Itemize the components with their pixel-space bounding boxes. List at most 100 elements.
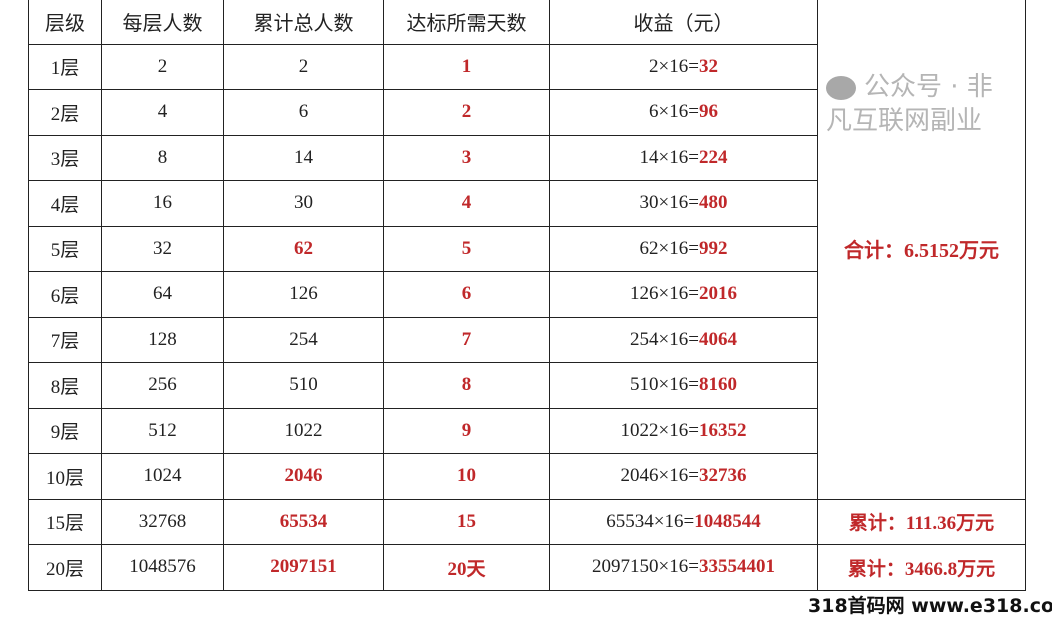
wechat-icon	[826, 75, 856, 100]
per-level-cell: 1048576	[101, 544, 224, 591]
revenue-formula: 65534×16=	[606, 510, 695, 532]
per-level-cell: 512	[101, 407, 224, 454]
cumulative-cell: 1022	[223, 407, 384, 454]
per-level-cell: 1024	[101, 453, 224, 500]
revenue-value: 96	[698, 101, 718, 123]
revenue-value: 2016	[698, 283, 737, 305]
level-cell: 9层	[28, 407, 102, 454]
revenue-cell: 30×16=480	[549, 180, 818, 227]
table-row: 3层 8 14 3 14×16=224	[28, 134, 1026, 181]
revenue-value: 32	[698, 55, 718, 77]
table-row: 5层 32 62 5 62×16=992	[28, 225, 1026, 272]
column-header: 每层人数	[101, 0, 224, 45]
watermark-text: 公众号 · 非凡互联网副业	[826, 72, 993, 136]
per-level-cell: 32	[101, 225, 224, 272]
level-cell: 3层	[28, 134, 102, 181]
revenue-cell: 1022×16=16352	[549, 407, 818, 454]
per-level-cell: 4	[101, 89, 224, 136]
revenue-value: 32736	[698, 465, 747, 487]
revenue-formula: 510×16=	[630, 374, 699, 396]
table-row: 6层 64 126 6 126×16=2016	[28, 271, 1026, 318]
column-header: 层级	[28, 0, 102, 45]
revenue-formula: 2×16=	[649, 55, 699, 77]
level-cell: 7层	[28, 316, 102, 363]
level-cell: 5层	[28, 225, 102, 272]
days-cell: 6	[383, 271, 550, 318]
revenue-value: 992	[698, 237, 728, 259]
days-cell: 4	[383, 180, 550, 227]
column-header: 达标所需天数	[383, 0, 550, 45]
revenue-formula: 2046×16=	[620, 465, 699, 487]
cumulative-cell: 2097151	[223, 544, 384, 591]
table-row: 9层 512 1022 9 1022×16=16352	[28, 407, 1026, 454]
table-row: 7层 128 254 7 254×16=4064	[28, 316, 1026, 363]
revenue-formula: 254×16=	[630, 328, 699, 350]
level-cell: 2层	[28, 89, 102, 136]
cumulative-cell: 65534	[223, 498, 384, 545]
per-level-cell: 16	[101, 180, 224, 227]
revenue-value: 224	[698, 146, 728, 168]
revenue-value: 1048544	[694, 510, 761, 532]
total-level20: 累计：3466.8万元	[817, 544, 1026, 591]
cumulative-cell: 6	[223, 89, 384, 136]
per-level-cell: 2	[101, 43, 224, 90]
days-cell: 1	[383, 43, 550, 90]
per-level-cell: 256	[101, 362, 224, 409]
cumulative-cell: 30	[223, 180, 384, 227]
level-cell: 4层	[28, 180, 102, 227]
per-level-cell: 8	[101, 134, 224, 181]
revenue-formula: 2097150×16=	[592, 556, 699, 578]
cumulative-cell: 2046	[223, 453, 384, 500]
level-cell: 1层	[28, 43, 102, 90]
site-mark: 318首码网 www.e318.com	[808, 595, 1052, 617]
revenue-cell: 2×16=32	[549, 43, 818, 90]
revenue-cell: 14×16=224	[549, 134, 818, 181]
revenue-formula: 1022×16=	[620, 419, 699, 441]
watermark: 公众号 · 非凡互联网副业	[826, 70, 1018, 138]
cumulative-cell: 254	[223, 316, 384, 363]
days-cell: 5	[383, 225, 550, 272]
table-row: 10层 1024 2046 10 2046×16=32736	[28, 453, 1026, 500]
cumulative-cell: 2	[223, 43, 384, 90]
table-row: 20层 1048576 2097151 20天 2097150×16=33554401 累…	[28, 544, 1026, 591]
revenue-formula: 30×16=	[639, 192, 699, 214]
revenue-formula: 6×16=	[649, 101, 699, 123]
column-header: 收益（元）	[549, 0, 818, 45]
level-cell: 6层	[28, 271, 102, 318]
table-row: 2层 4 6 2 6×16=96	[28, 89, 1026, 136]
level-cell: 15层	[28, 498, 102, 545]
days-cell: 10	[383, 453, 550, 500]
table-row: 15层 32768 65534 15 65534×16=1048544 累计：111.36…	[28, 498, 1026, 545]
days-cell: 3	[383, 134, 550, 181]
revenue-value: 4064	[698, 328, 737, 350]
revenue-formula: 14×16=	[639, 146, 699, 168]
level-cell: 10层	[28, 453, 102, 500]
column-header: 累计总人数	[223, 0, 384, 45]
revenue-formula: 126×16=	[630, 283, 699, 305]
cumulative-cell: 62	[223, 225, 384, 272]
revenue-value: 8160	[698, 374, 737, 396]
days-cell: 8	[383, 362, 550, 409]
revenue-formula: 62×16=	[639, 237, 699, 259]
header-row: 层级 每层人数 累计总人数 达标所需天数 收益（元） 合计：6.5152万元	[28, 0, 1026, 500]
revenue-cell: 65534×16=1048544	[549, 498, 818, 545]
days-cell: 2	[383, 89, 550, 136]
revenue-value: 16352	[698, 419, 747, 441]
revenue-cell: 6×16=96	[549, 89, 818, 136]
revenue-cell: 2046×16=32736	[549, 453, 818, 500]
earnings-table: 层级 每层人数 累计总人数 达标所需天数 收益（元） 合计：6.5152万元 1层 2 2 1 2×…	[28, 0, 1026, 591]
days-cell: 15	[383, 498, 550, 545]
level-cell: 8层	[28, 362, 102, 409]
total-level15: 累计：111.36万元	[817, 498, 1026, 545]
cumulative-cell: 126	[223, 271, 384, 318]
days-cell: 7	[383, 316, 550, 363]
cumulative-cell: 510	[223, 362, 384, 409]
days-cell: 9	[383, 407, 550, 454]
per-level-cell: 64	[101, 271, 224, 318]
table-row: 1层 2 2 1 2×16=32	[28, 43, 1026, 90]
days-cell: 20天	[383, 544, 550, 591]
per-level-cell: 128	[101, 316, 224, 363]
revenue-cell: 62×16=992	[549, 225, 818, 272]
revenue-cell: 510×16=8160	[549, 362, 818, 409]
revenue-cell: 126×16=2016	[549, 271, 818, 318]
